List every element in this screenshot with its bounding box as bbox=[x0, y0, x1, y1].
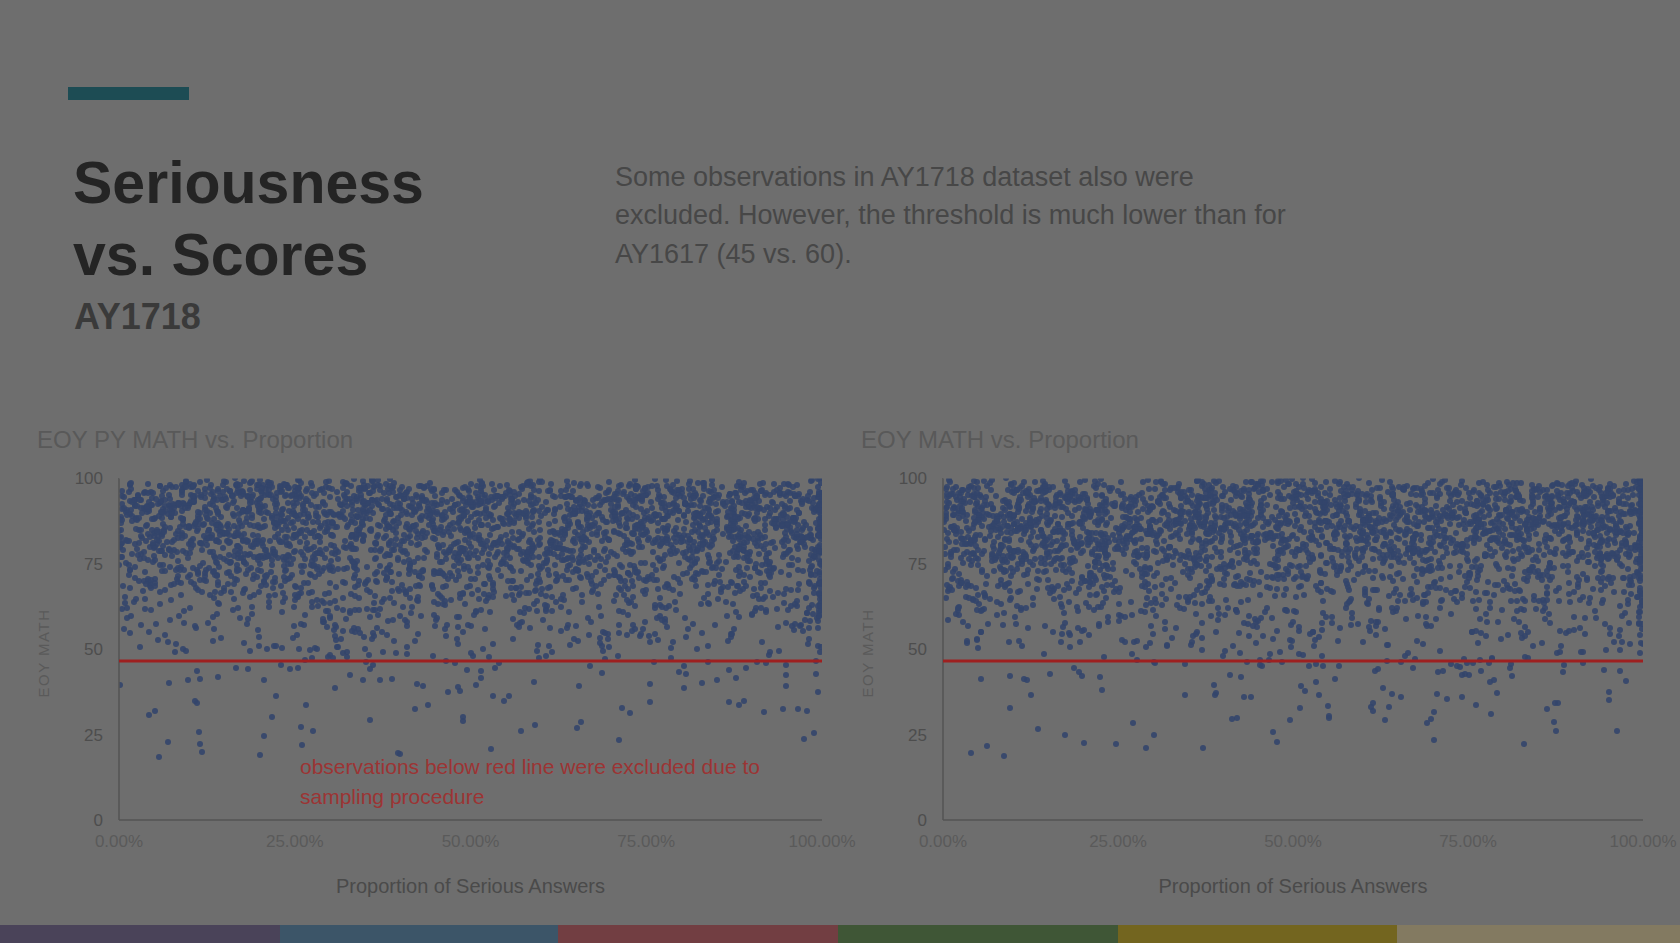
svg-text:50: 50 bbox=[908, 640, 927, 659]
svg-text:75.00%: 75.00% bbox=[617, 832, 675, 851]
svg-text:25.00%: 25.00% bbox=[1089, 832, 1147, 851]
svg-text:100: 100 bbox=[899, 469, 927, 488]
svg-text:0: 0 bbox=[918, 811, 927, 830]
svg-text:50: 50 bbox=[84, 640, 103, 659]
svg-text:0.00%: 0.00% bbox=[95, 832, 143, 851]
svg-text:25: 25 bbox=[908, 726, 927, 745]
svg-text:50.00%: 50.00% bbox=[442, 832, 500, 851]
svg-text:0.00%: 0.00% bbox=[919, 832, 967, 851]
svg-text:25.00%: 25.00% bbox=[266, 832, 324, 851]
svg-text:75: 75 bbox=[84, 555, 103, 574]
svg-text:75: 75 bbox=[908, 555, 927, 574]
svg-text:100.00%: 100.00% bbox=[1609, 832, 1676, 851]
svg-text:100.00%: 100.00% bbox=[788, 832, 855, 851]
svg-text:100: 100 bbox=[75, 469, 103, 488]
svg-text:0: 0 bbox=[94, 811, 103, 830]
svg-text:75.00%: 75.00% bbox=[1439, 832, 1497, 851]
svg-text:25: 25 bbox=[84, 726, 103, 745]
svg-text:50.00%: 50.00% bbox=[1264, 832, 1322, 851]
